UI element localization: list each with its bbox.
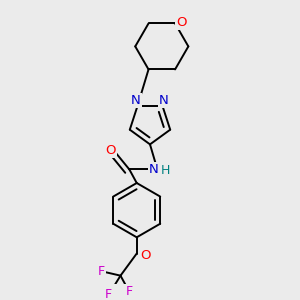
Text: F: F <box>98 265 105 278</box>
Text: F: F <box>105 288 112 300</box>
Text: F: F <box>126 285 133 298</box>
Text: O: O <box>106 144 116 158</box>
Text: N: N <box>131 94 141 107</box>
Text: O: O <box>140 249 151 262</box>
Text: N: N <box>149 163 159 176</box>
Text: O: O <box>176 16 187 29</box>
Text: N: N <box>159 94 169 107</box>
Text: H: H <box>161 164 170 177</box>
